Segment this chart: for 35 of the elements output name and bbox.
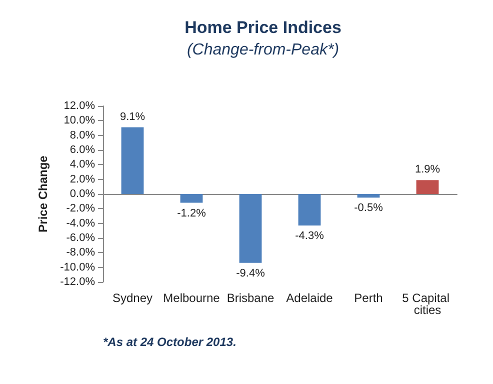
data-label: 1.9% [414, 164, 440, 176]
y-tick-label: 6.0% [70, 144, 96, 156]
x-tick-label: Perth [354, 291, 383, 305]
bar [121, 127, 144, 194]
y-tick-label: 2.0% [70, 173, 96, 186]
y-tick-label: -6.0% [66, 232, 96, 244]
y-tick-label: -8.0% [66, 246, 96, 259]
y-tick-label: -12.0% [60, 276, 96, 288]
x-tick-label: Adelaide [286, 291, 334, 305]
x-tick-label: Brisbane [226, 291, 274, 305]
y-tick-label: -2.0% [66, 202, 96, 215]
bar [180, 194, 203, 203]
y-tick-label: -4.0% [66, 217, 96, 230]
y-tick-label: 8.0% [70, 129, 96, 142]
bar [298, 194, 321, 226]
bar [357, 194, 380, 198]
y-tick-label: 10.0% [64, 114, 96, 127]
y-tick-label: 12.0% [64, 100, 96, 112]
data-label: -1.2% [177, 207, 206, 220]
y-tick-label: 4.0% [70, 158, 96, 171]
data-label: 9.1% [120, 110, 146, 123]
chart-subtitle: (Change-from-Peak*) [186, 42, 340, 58]
y-tick-label: -10.0% [60, 261, 96, 274]
data-label: -4.3% [295, 230, 324, 242]
y-axis-title: Price Change [36, 155, 50, 232]
x-tick-label: 5 Capital cities [402, 291, 453, 317]
bar [239, 194, 262, 263]
bar [416, 180, 439, 194]
y-tick-label: 0.0% [70, 188, 96, 200]
data-label: -0.5% [354, 202, 384, 214]
x-tick-label: Melbourne [163, 291, 220, 305]
chart-title: Home Price Indices [184, 18, 342, 37]
text: *As at 24 October 2013. [103, 335, 236, 349]
data-label: -9.4% [236, 267, 266, 280]
x-tick-label: Sydney [112, 291, 153, 305]
